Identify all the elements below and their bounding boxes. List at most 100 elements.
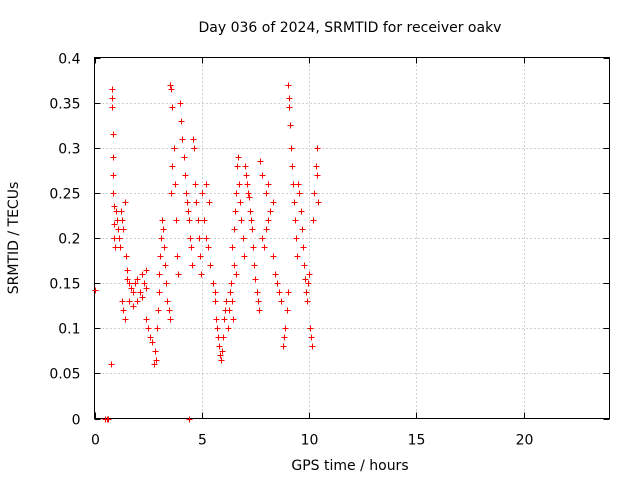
data-point — [263, 190, 270, 197]
data-point — [196, 235, 203, 242]
data-point — [188, 244, 195, 251]
data-point — [191, 145, 198, 152]
data-point — [296, 190, 303, 197]
data-point — [270, 253, 277, 260]
data-point — [238, 217, 245, 224]
data-point — [305, 280, 312, 287]
data-point — [124, 276, 131, 283]
data-point — [246, 194, 253, 201]
data-point — [251, 262, 258, 269]
data-point — [276, 289, 283, 296]
data-point — [237, 199, 244, 206]
data-point — [193, 199, 200, 206]
data-point — [124, 267, 131, 274]
data-point — [108, 361, 115, 368]
data-point — [120, 226, 127, 233]
y-tick-label: 0.15 — [49, 277, 80, 293]
data-point — [205, 244, 212, 251]
data-point — [270, 199, 277, 206]
data-point — [153, 357, 160, 364]
data-point — [197, 253, 204, 260]
data-point — [183, 190, 190, 197]
data-point — [212, 298, 219, 305]
data-point — [234, 163, 241, 170]
data-point — [168, 86, 175, 93]
data-point — [252, 276, 259, 283]
data-point — [235, 154, 242, 161]
data-point — [132, 280, 139, 287]
x-tick-label: 0 — [91, 433, 100, 449]
data-point — [214, 325, 221, 332]
data-point — [308, 334, 315, 341]
data-point — [230, 316, 237, 323]
data-point — [110, 154, 117, 161]
data-point — [231, 262, 238, 269]
data-point — [242, 163, 249, 170]
data-point — [292, 217, 299, 224]
data-point — [174, 253, 181, 260]
data-point — [206, 199, 213, 206]
data-point — [249, 226, 256, 233]
data-point — [298, 208, 305, 215]
data-point — [313, 163, 320, 170]
y-tick-label: 0.05 — [49, 367, 80, 383]
data-point — [161, 244, 168, 251]
data-point — [134, 298, 141, 305]
data-point — [212, 289, 219, 296]
data-point — [315, 199, 322, 206]
data-point — [247, 208, 254, 215]
data-point — [228, 280, 235, 287]
data-point — [139, 294, 146, 301]
data-point — [311, 190, 318, 197]
data-point — [160, 226, 167, 233]
data-point — [289, 163, 296, 170]
data-point — [181, 154, 188, 161]
data-point — [137, 289, 144, 296]
data-point — [286, 104, 293, 111]
data-point — [192, 181, 199, 188]
data-point — [92, 287, 99, 294]
data-point — [141, 280, 148, 287]
data-point — [282, 325, 289, 332]
data-point — [210, 280, 217, 287]
data-point — [167, 316, 174, 323]
y-tick-label: 0 — [72, 413, 81, 429]
data-point — [227, 289, 234, 296]
data-point — [143, 267, 150, 274]
data-point — [310, 217, 317, 224]
data-point — [130, 289, 137, 296]
data-point — [134, 276, 141, 283]
data-point — [168, 190, 175, 197]
y-tick-label: 0.25 — [49, 187, 80, 203]
data-point — [299, 226, 306, 233]
data-point — [167, 82, 174, 89]
data-point — [265, 181, 272, 188]
data-points — [92, 82, 322, 423]
data-point — [186, 217, 193, 224]
data-point — [293, 235, 300, 242]
data-point — [163, 280, 170, 287]
data-point — [250, 244, 257, 251]
data-point — [184, 199, 191, 206]
data-point — [198, 271, 205, 278]
data-point — [130, 303, 137, 310]
data-point — [164, 298, 171, 305]
data-point — [149, 339, 156, 346]
data-point — [158, 235, 165, 242]
data-point — [288, 145, 295, 152]
data-point — [116, 235, 123, 242]
data-point — [156, 289, 163, 296]
data-point — [231, 226, 238, 233]
data-point — [123, 253, 130, 260]
data-point — [223, 298, 230, 305]
data-point — [118, 208, 125, 215]
x-tick-label: 15 — [408, 433, 426, 449]
data-point — [171, 145, 178, 152]
data-point — [302, 276, 309, 283]
data-point — [259, 235, 266, 242]
data-point — [109, 86, 116, 93]
data-point — [294, 253, 301, 260]
data-point — [128, 285, 135, 292]
data-point — [213, 316, 220, 323]
y-tick-label: 0.4 — [58, 52, 80, 68]
